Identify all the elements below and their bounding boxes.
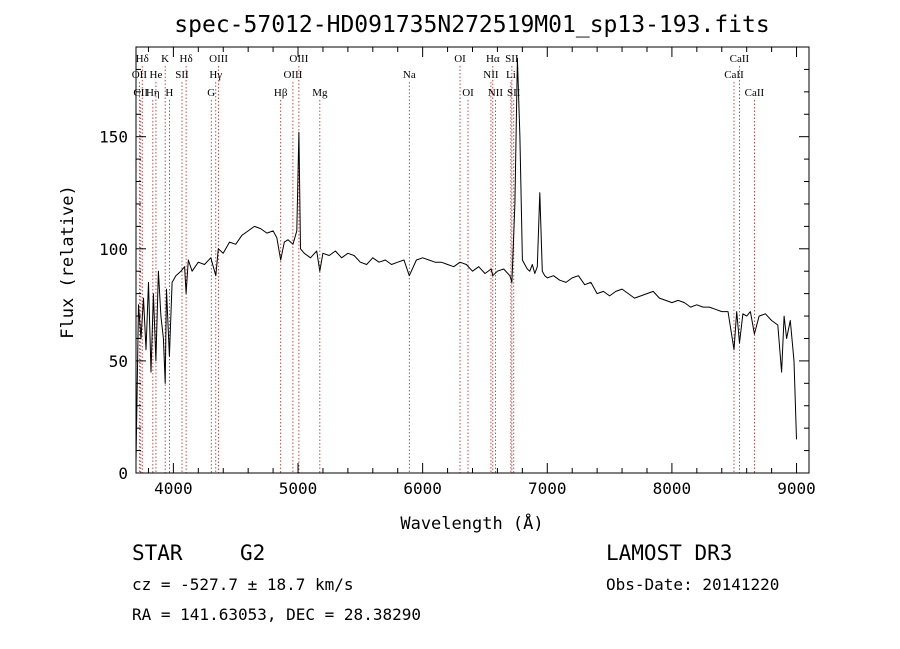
line-id-label: G (207, 87, 215, 99)
coordinates: RA = 141.63053, DEC = 28.38290 (132, 605, 421, 624)
x-tick-label: 8000 (653, 479, 692, 498)
object-class: STAR (132, 541, 183, 565)
line-id-label: Hα (486, 53, 500, 65)
spectrum-line (135, 57, 797, 462)
line-id-label: SII (175, 69, 189, 81)
line-id-label: Hγ (209, 69, 222, 81)
x-axis-label: Wavelength (Å) (400, 512, 543, 534)
line-id-label: He (150, 69, 163, 81)
line-id-label: Hη (146, 87, 160, 99)
line-id-label: Hδ (180, 53, 193, 65)
line-id-label: SII (505, 53, 519, 65)
y-tick-label: 100 (99, 240, 128, 259)
line-id-label: NII (488, 87, 504, 99)
line-id-label: Hδ (136, 53, 149, 65)
x-tick-label: 9000 (777, 479, 816, 498)
line-id-label: K (161, 53, 169, 65)
line-id-label: CII (133, 87, 148, 99)
line-id-label: NII (483, 69, 499, 81)
redshift-velocity: cz = -527.7 ± 18.7 km/s (132, 575, 354, 594)
spectrum-series (135, 57, 797, 462)
line-id-label: H (165, 87, 173, 99)
line-id-label: OIII (283, 69, 302, 81)
x-tick-label: 4000 (154, 479, 193, 498)
line-id-label: OI (462, 87, 474, 99)
observation-date: Obs-Date: 20141220 (606, 575, 779, 594)
line-id-label: OI (454, 53, 466, 65)
line-id-label: Mg (312, 87, 328, 99)
line-id-label: SII (507, 87, 521, 99)
x-tick-label: 7000 (528, 479, 567, 498)
x-tick-label: 6000 (403, 479, 442, 498)
y-axis-label: Flux (relative) (58, 185, 78, 339)
y-tick-label: 150 (99, 128, 128, 147)
y-tick-label: 0 (118, 464, 128, 483)
x-axis-ticks: 4000 5000 6000 7000 8000 9000 (147, 47, 816, 498)
survey-name: LAMOST DR3 (606, 541, 732, 565)
line-id-markers (138, 66, 755, 473)
line-id-label: Li (506, 69, 516, 81)
chart-title: spec-57012-HD091735N272519M01_sp13-193.f… (174, 12, 769, 38)
line-id-label: OIII (209, 53, 228, 65)
y-axis-ticks: 0 50 100 150 (99, 68, 809, 483)
x-tick-label: 5000 (279, 479, 318, 498)
object-subclass: G2 (240, 541, 265, 565)
line-id-label: CaII (724, 69, 744, 81)
plot-frame (135, 46, 810, 474)
line-id-label: OII (132, 69, 148, 81)
y-tick-label: 50 (109, 352, 128, 371)
line-id-label: CaII (745, 87, 765, 99)
line-id-label: CaII (730, 53, 750, 65)
line-id-label: OIII (289, 53, 308, 65)
line-id-label: Na (403, 69, 416, 81)
line-id-label: Hβ (274, 87, 288, 99)
